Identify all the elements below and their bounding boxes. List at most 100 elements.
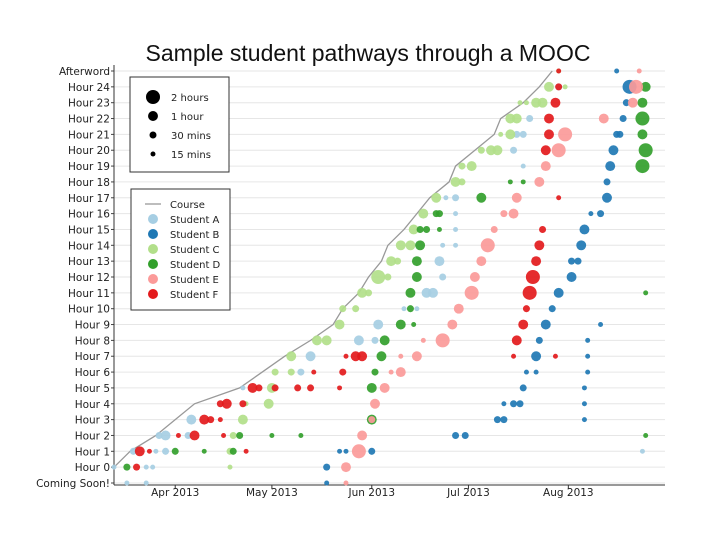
bubble-student-c bbox=[466, 161, 477, 172]
bubble-student-c bbox=[408, 224, 419, 235]
bubble-student-d bbox=[379, 335, 390, 346]
bubble-student-e bbox=[341, 462, 351, 473]
x-tick-label: Jun 2013 bbox=[348, 487, 395, 499]
bubble-student-b bbox=[516, 400, 524, 408]
y-tick-label: Hour 12 bbox=[68, 272, 110, 284]
bubble-student-f bbox=[511, 335, 522, 346]
y-tick-label: Hour 14 bbox=[68, 240, 110, 252]
bubble-student-e bbox=[420, 337, 426, 343]
legend-marker bbox=[148, 244, 158, 254]
bubble-student-a bbox=[160, 430, 171, 441]
bubble-student-e bbox=[480, 238, 495, 253]
bubble-student-b bbox=[608, 145, 619, 156]
bubble-student-c bbox=[505, 129, 516, 140]
bubble-student-c bbox=[237, 414, 248, 425]
legend-marker bbox=[148, 214, 158, 224]
bubble-student-c bbox=[498, 131, 504, 137]
bubble-student-a bbox=[373, 319, 384, 330]
bubble-student-b bbox=[597, 210, 605, 218]
y-tick-label: Hour 0 bbox=[75, 462, 110, 474]
bubble-student-f bbox=[518, 319, 529, 330]
x-tick-label: May 2013 bbox=[246, 487, 298, 499]
bubble-student-f bbox=[337, 385, 343, 391]
y-tick-label: Hour 8 bbox=[75, 335, 110, 347]
bubble-student-e bbox=[636, 68, 642, 74]
bubble-student-d bbox=[643, 432, 649, 438]
bubble-student-a bbox=[520, 163, 526, 169]
bubble-student-d bbox=[123, 463, 131, 471]
bubble-student-d bbox=[638, 143, 653, 158]
bubble-student-f bbox=[239, 400, 247, 408]
bubble-student-c bbox=[229, 431, 237, 439]
bubble-student-c bbox=[544, 81, 554, 92]
bubble-student-f bbox=[539, 225, 547, 233]
bubble-student-e bbox=[379, 382, 390, 393]
y-tick-label: Hour 11 bbox=[68, 288, 110, 300]
bubble-student-d bbox=[405, 287, 416, 298]
legend-marker bbox=[148, 274, 158, 284]
bubble-student-c bbox=[458, 178, 466, 186]
bubble-student-f bbox=[243, 448, 249, 454]
bubble-student-f bbox=[221, 432, 227, 438]
size-legend-label: 15 mins bbox=[171, 150, 211, 161]
course-line bbox=[113, 70, 553, 468]
bubble-student-d bbox=[435, 210, 443, 218]
y-tick-label: Hour 21 bbox=[68, 129, 110, 141]
bubble-student-e bbox=[411, 351, 422, 362]
bubble-student-e bbox=[540, 161, 551, 172]
bubble-student-d bbox=[229, 447, 237, 455]
legend-marker bbox=[148, 289, 158, 299]
bubble-student-a bbox=[240, 385, 246, 391]
x-tick-label: Apr 2013 bbox=[151, 487, 199, 499]
y-tick-label: Hour 1 bbox=[75, 446, 110, 458]
bubble-student-d bbox=[171, 447, 179, 455]
bubble-student-c bbox=[517, 100, 523, 106]
bubble-student-a bbox=[513, 130, 521, 138]
y-tick-label: Hour 15 bbox=[68, 224, 110, 236]
bubble-student-f bbox=[189, 430, 200, 441]
bubble-student-e bbox=[395, 367, 406, 378]
bubble-student-a bbox=[153, 448, 159, 454]
bubble-student-e bbox=[558, 127, 573, 142]
bubble-student-b bbox=[553, 287, 564, 298]
bubble-student-b bbox=[585, 337, 591, 343]
bubble-student-b bbox=[323, 463, 331, 471]
bubble-student-f bbox=[556, 195, 562, 201]
size-legend-box bbox=[129, 76, 230, 173]
bubble-student-e bbox=[534, 176, 545, 187]
bubble-student-d bbox=[298, 432, 304, 438]
bubble-student-c bbox=[418, 208, 429, 219]
bubble-student-c bbox=[352, 305, 360, 313]
bubble-student-c bbox=[312, 335, 322, 346]
bubble-student-b bbox=[535, 336, 543, 344]
size-legend-label: 30 mins bbox=[171, 131, 211, 142]
bubble-student-a bbox=[439, 273, 447, 281]
bubble-student-b bbox=[368, 447, 376, 455]
bubble-student-f bbox=[552, 353, 558, 359]
bubble-student-e bbox=[388, 369, 394, 375]
bubble-student-d bbox=[366, 382, 377, 393]
legend-label: Course bbox=[170, 200, 205, 211]
size-legend-label: 1 hour bbox=[171, 112, 204, 123]
bubble-student-c bbox=[511, 113, 522, 124]
legend-label: Student B bbox=[170, 230, 220, 241]
bubble-student-f bbox=[175, 432, 181, 438]
bubble-student-a bbox=[453, 211, 459, 217]
bubble-student-a bbox=[353, 335, 364, 346]
bubble-student-d bbox=[201, 448, 207, 454]
bubble-student-a bbox=[434, 256, 445, 267]
bubble-student-a bbox=[129, 447, 137, 455]
bubble-student-b bbox=[510, 400, 518, 408]
bubble-student-b bbox=[581, 417, 587, 423]
y-tick-label: Coming Soon! bbox=[36, 478, 110, 490]
bubble-student-d bbox=[640, 81, 651, 92]
bubble-student-c bbox=[334, 319, 345, 330]
bubble-student-e bbox=[357, 430, 368, 441]
bubble-student-c bbox=[492, 145, 503, 156]
bubble-student-b bbox=[581, 401, 587, 407]
bubble-student-b bbox=[579, 224, 590, 235]
bubble-student-e bbox=[351, 444, 366, 459]
y-tick-label: Hour 5 bbox=[75, 383, 110, 395]
bubble-student-a bbox=[526, 115, 534, 123]
bubble-student-a bbox=[453, 242, 459, 248]
